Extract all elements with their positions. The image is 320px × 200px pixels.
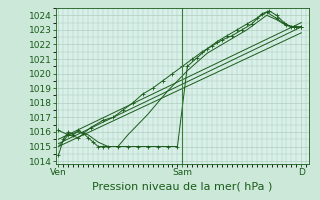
X-axis label: Pression niveau de la mer( hPa ): Pression niveau de la mer( hPa ) <box>92 181 273 191</box>
